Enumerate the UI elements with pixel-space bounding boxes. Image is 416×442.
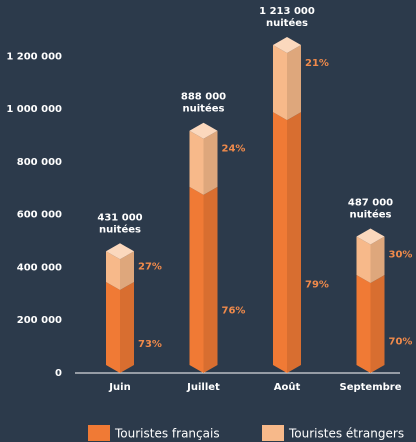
bar-top: [273, 36, 301, 53]
bar-left: [356, 275, 371, 373]
x-tick-label: Août: [274, 381, 301, 393]
total-label: 1 213 000: [259, 6, 315, 17]
legend-label leg: Touristes français: [114, 427, 220, 441]
bar-top: [106, 243, 134, 260]
bar-right: [370, 236, 385, 284]
bar-right: [203, 130, 218, 195]
bar-left: [356, 236, 371, 284]
bar-left: [106, 281, 120, 373]
y-tick-label: 600 000: [17, 210, 62, 221]
pct-label pct: 27%: [138, 262, 162, 273]
total-label: 431 000: [97, 212, 142, 223]
y-tick-label: 200 000: [17, 315, 62, 326]
pct-label pct: 76%: [222, 306, 246, 317]
pct-label pct: 21%: [305, 58, 329, 69]
y-tick-label: 800 000: [17, 157, 62, 168]
bar-right: [370, 275, 385, 373]
x-tick-label: Septembre: [340, 382, 402, 393]
bar-top: [189, 122, 218, 139]
bar-top: [356, 228, 385, 245]
pct-label pct: 79%: [305, 280, 329, 291]
bar-left: [273, 44, 287, 121]
pct-label pct: 73%: [138, 339, 162, 350]
pct-label pct: 24%: [222, 144, 246, 155]
bar-right: [120, 251, 134, 290]
x-tick-label: Juillet: [186, 382, 220, 393]
x-tick-label: Juin: [108, 382, 130, 393]
bar-right: [203, 186, 218, 373]
legend-swatch: [88, 425, 110, 441]
bar-right: [287, 112, 301, 373]
total-unit: nuitées: [99, 223, 141, 235]
total-unit: nuitées: [266, 17, 308, 29]
total-label: 487 000: [348, 198, 393, 209]
y-tick-label: 1 200 000: [6, 51, 62, 62]
legend-label leg: Touristes étrangers: [288, 427, 404, 441]
total-label: 888 000: [181, 92, 226, 103]
bar-left: [106, 251, 120, 290]
bar-right: [287, 44, 301, 121]
bar-right: [120, 281, 134, 373]
y-tick-label: 400 000: [17, 262, 62, 273]
bar-left: [189, 130, 204, 195]
bar-left: [273, 112, 287, 373]
y-tick-label: 1 000 000: [6, 104, 62, 115]
total-unit: nuitées: [350, 209, 392, 221]
pct-label pct: 70%: [389, 337, 413, 348]
pct-label pct: 30%: [389, 250, 413, 261]
y-tick-label: 0: [55, 368, 62, 379]
total-unit: nuitées: [183, 103, 225, 115]
legend-swatch: [262, 425, 284, 441]
bar-left: [189, 186, 204, 373]
